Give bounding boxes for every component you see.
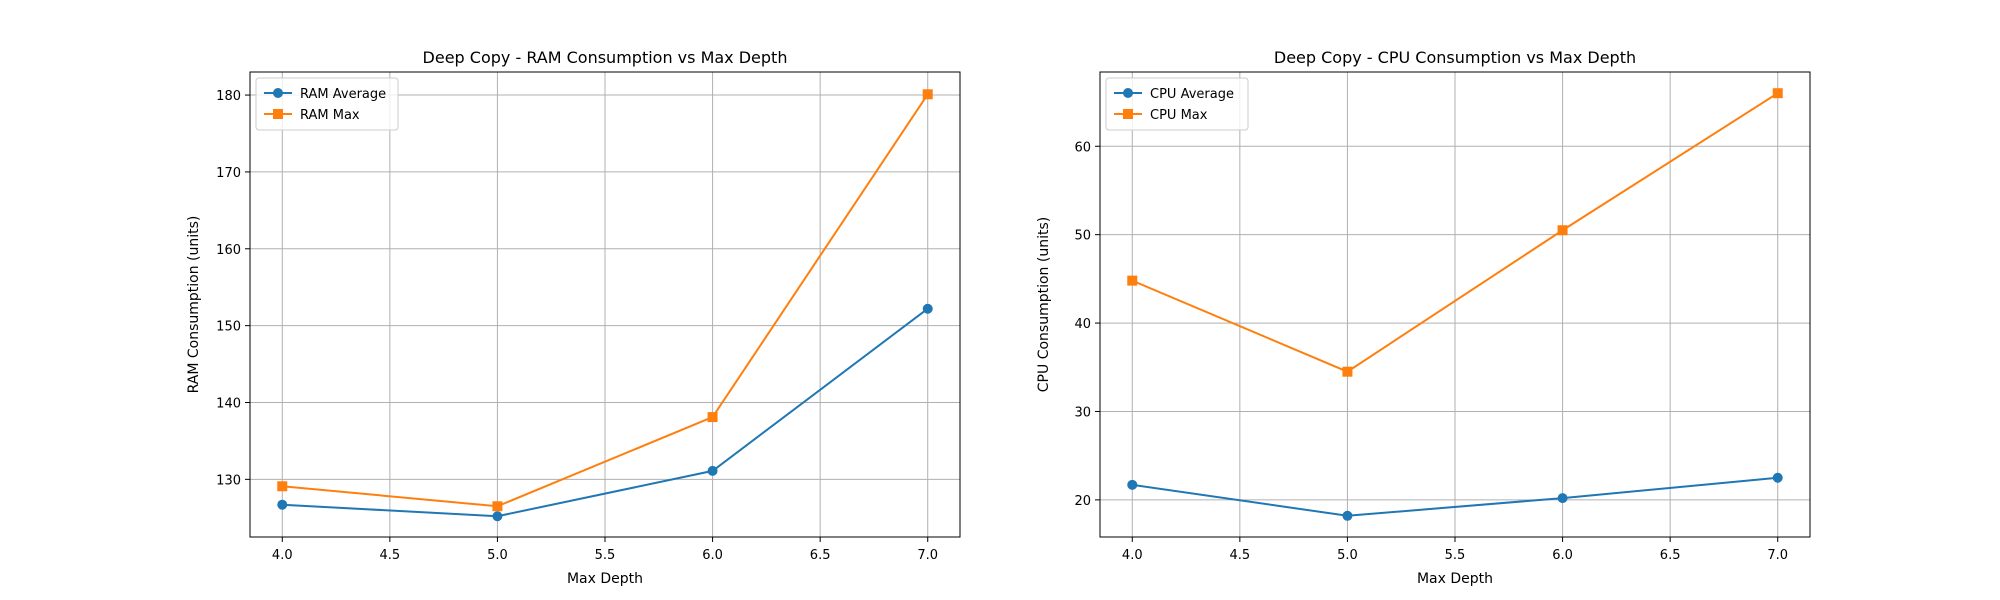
cpu-average-legend-label: CPU Average <box>1150 87 1234 102</box>
cpu-y-tick-label: 50 <box>1074 229 1091 244</box>
ram-x-tick-label: 7.0 <box>917 548 938 563</box>
ram-x-tick-label: 5.5 <box>595 548 616 563</box>
ram-average-legend-label: RAM Average <box>300 87 386 102</box>
ram-y-tick-label: 170 <box>216 166 241 181</box>
cpu-average-point <box>1342 510 1353 521</box>
cpu-max-legend-label: CPU Max <box>1150 108 1208 123</box>
cpu-max-point <box>1772 88 1783 99</box>
cpu-x-tick-label: 4.5 <box>1230 548 1251 563</box>
ram-max-point <box>922 89 933 100</box>
ram-y-tick-label: 160 <box>216 243 241 258</box>
ram-max-legend-marker <box>273 109 283 119</box>
ram-x-tick-label: 6.0 <box>702 548 723 563</box>
cpu-max-line <box>1131 92 1779 373</box>
ram-chart-title: Deep Copy - RAM Consumption vs Max Depth <box>423 48 788 67</box>
cpu-x-tick-label: 5.5 <box>1445 548 1466 563</box>
cpu-x-tick-label: 4.0 <box>1122 548 1143 563</box>
ram-max-point <box>277 481 288 492</box>
cpu-max-point <box>1557 225 1568 236</box>
cpu-max-point <box>1342 366 1353 377</box>
ram-max-point <box>707 412 718 423</box>
cpu-y-axis-label: CPU Consumption (units) <box>1036 217 1052 392</box>
ram-x-tick-label: 6.5 <box>810 548 831 563</box>
ram-average-line <box>282 307 929 518</box>
ram-y-tick-label: 150 <box>216 320 241 335</box>
cpu-x-axis-label: Max Depth <box>1417 571 1493 587</box>
ram-average-point <box>707 465 718 476</box>
ram-average-legend-marker <box>273 88 283 98</box>
ram-y-tick-label: 140 <box>216 396 241 411</box>
ram-x-tick-label: 4.5 <box>380 548 401 563</box>
cpu-chart: 4.0 4.5 5.0 5.5 6.0 6.5 7.0 20 30 40 50 60 Deep Copy… <box>1036 48 1811 587</box>
ram-x-tick-label: 4.0 <box>272 548 293 563</box>
cpu-average-point <box>1557 493 1568 504</box>
cpu-x-tick-label: 7.0 <box>1767 548 1788 563</box>
ram-x-tick-label: 5.0 <box>487 548 508 563</box>
ram-max-line <box>282 93 929 508</box>
cpu-y-tick-label: 30 <box>1074 405 1091 420</box>
ram-legend: RAM Average RAM Max <box>255 77 399 131</box>
ram-average-point <box>277 499 288 510</box>
cpu-y-tick-label: 40 <box>1074 317 1091 332</box>
cpu-x-tick-label: 5.0 <box>1337 548 1358 563</box>
ram-y-tick-label: 180 <box>216 89 241 104</box>
ram-max-point <box>492 501 503 512</box>
cpu-legend: CPU Average CPU Max <box>1105 77 1249 131</box>
ram-average-point <box>922 303 933 314</box>
cpu-x-tick-label: 6.5 <box>1660 548 1681 563</box>
cpu-max-point <box>1127 275 1138 286</box>
ram-y-axis-label: RAM Consumption (units) <box>186 216 202 394</box>
cpu-average-line <box>1132 476 1778 517</box>
cpu-x-tick-label: 6.0 <box>1552 548 1573 563</box>
cpu-average-point <box>1127 479 1138 490</box>
cpu-average-point <box>1772 472 1783 483</box>
cpu-chart-title: Deep Copy - CPU Consumption vs Max Depth <box>1274 48 1636 67</box>
ram-y-tick-label: 130 <box>216 473 241 488</box>
ram-max-legend-label: RAM Max <box>300 108 360 123</box>
cpu-y-tick-label: 20 <box>1074 494 1091 509</box>
ram-chart: 4.0 4.5 5.0 5.5 6.0 6.5 7.0 130 140 150 160 170 180 D… <box>186 48 961 587</box>
cpu-legend-box <box>1105 77 1249 131</box>
ram-x-axis-label: Max Depth <box>567 571 643 587</box>
ram-average-point <box>492 511 503 522</box>
cpu-average-legend-marker <box>1123 88 1133 98</box>
cpu-y-tick-label: 60 <box>1074 140 1091 155</box>
ram-legend-box <box>255 77 399 131</box>
cpu-max-legend-marker <box>1123 109 1133 119</box>
